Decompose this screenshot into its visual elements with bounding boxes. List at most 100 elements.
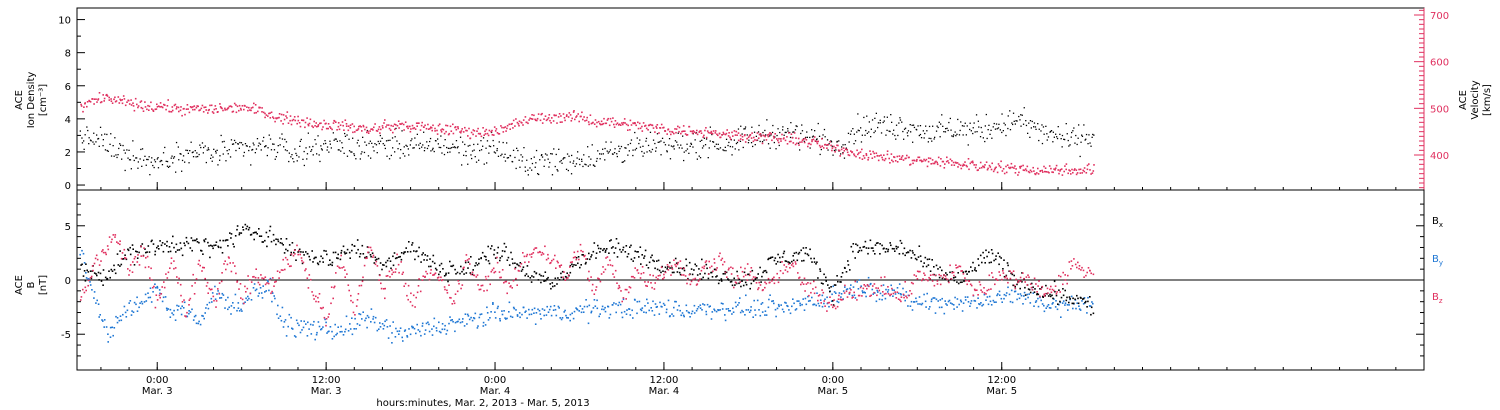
density-point: [994, 128, 997, 130]
bz-point: [771, 277, 774, 280]
density-point: [996, 128, 998, 130]
bx-point: [89, 270, 92, 272]
bx-point: [952, 277, 955, 279]
density-point: [1057, 126, 1059, 128]
density-point: [458, 152, 460, 154]
by-point: [534, 323, 537, 325]
velocity-point: [649, 123, 652, 126]
velocity-point: [406, 125, 408, 128]
density-point: [156, 158, 158, 160]
velocity-point: [1060, 168, 1063, 170]
by-point: [144, 293, 147, 296]
bx-point: [136, 257, 139, 259]
velocity-point: [1014, 165, 1016, 167]
bz-point: [686, 278, 689, 281]
bx-point: [483, 255, 486, 258]
density-point: [97, 138, 99, 140]
velocity-point: [960, 167, 963, 170]
by-point: [355, 328, 357, 330]
bz-point: [1077, 261, 1079, 264]
velocity-point: [308, 122, 311, 125]
density-point: [1093, 134, 1095, 136]
bx-point: [701, 258, 703, 261]
density-point: [181, 170, 183, 172]
bz-point: [540, 254, 543, 256]
density-point: [655, 147, 657, 149]
velocity-point: [546, 118, 549, 121]
density-point: [296, 154, 298, 157]
bz-point: [908, 294, 910, 297]
bz-point: [679, 260, 682, 262]
velocity-point: [862, 155, 865, 157]
density-point: [332, 132, 334, 134]
density-point: [953, 134, 955, 136]
by-point: [327, 330, 329, 333]
by-point: [587, 322, 590, 325]
by-point: [525, 310, 527, 312]
density-point: [712, 141, 715, 143]
velocity-point: [846, 151, 849, 154]
bx-point: [154, 253, 156, 256]
density-point: [195, 156, 197, 158]
bz-point: [1037, 285, 1039, 287]
velocity-point: [302, 119, 305, 122]
bz-point: [129, 269, 131, 272]
bx-point: [990, 249, 993, 251]
by-point: [769, 294, 771, 296]
bx-point: [610, 239, 612, 241]
bz-point: [328, 313, 330, 315]
velocity-point: [264, 112, 266, 115]
bz-point: [813, 280, 815, 283]
bx-point: [877, 242, 879, 244]
bx-point: [198, 241, 200, 244]
density-point: [989, 133, 991, 135]
bz-point: [1085, 274, 1087, 277]
density-point: [164, 146, 166, 149]
density-point: [316, 153, 318, 155]
velocity-point: [472, 129, 475, 131]
density-point: [877, 122, 880, 124]
bx-point: [81, 263, 83, 266]
density-point: [974, 131, 976, 133]
bx-point: [1030, 282, 1033, 285]
bx-point: [990, 261, 992, 264]
velocity-point: [356, 129, 359, 131]
bx-point: [240, 232, 243, 234]
density-point: [695, 152, 697, 154]
velocity-point: [644, 124, 647, 127]
bx-point: [161, 242, 164, 244]
bz-point: [407, 284, 410, 287]
bx-point: [849, 269, 851, 271]
bz-point: [697, 280, 700, 282]
velocity-point: [817, 140, 819, 143]
density-point: [423, 150, 426, 152]
velocity-point: [396, 124, 399, 127]
by-point: [764, 310, 767, 312]
bz-point: [486, 289, 488, 292]
bz-point: [591, 283, 594, 286]
bz-point: [1009, 277, 1012, 280]
by-point: [1020, 294, 1023, 297]
bx-point: [129, 253, 132, 256]
bz-point: [583, 255, 585, 258]
bz-point: [82, 288, 84, 291]
velocity-point: [83, 106, 85, 108]
bx-point: [1086, 306, 1088, 308]
bz-point: [1087, 267, 1090, 269]
bz-point: [862, 287, 865, 290]
density-point: [353, 153, 355, 155]
density-point: [832, 154, 834, 156]
by-point: [103, 326, 105, 328]
bz-point: [300, 257, 303, 259]
velocity-point: [847, 154, 850, 156]
velocity-point: [199, 109, 201, 111]
by-point: [956, 298, 959, 300]
velocity-point: [1072, 171, 1074, 174]
density-point: [360, 153, 362, 155]
bx-point: [283, 252, 286, 254]
bz-point: [102, 251, 105, 254]
density-point: [987, 129, 989, 131]
bz-point: [218, 293, 221, 295]
density-point: [612, 153, 614, 155]
bx-point: [485, 258, 487, 261]
